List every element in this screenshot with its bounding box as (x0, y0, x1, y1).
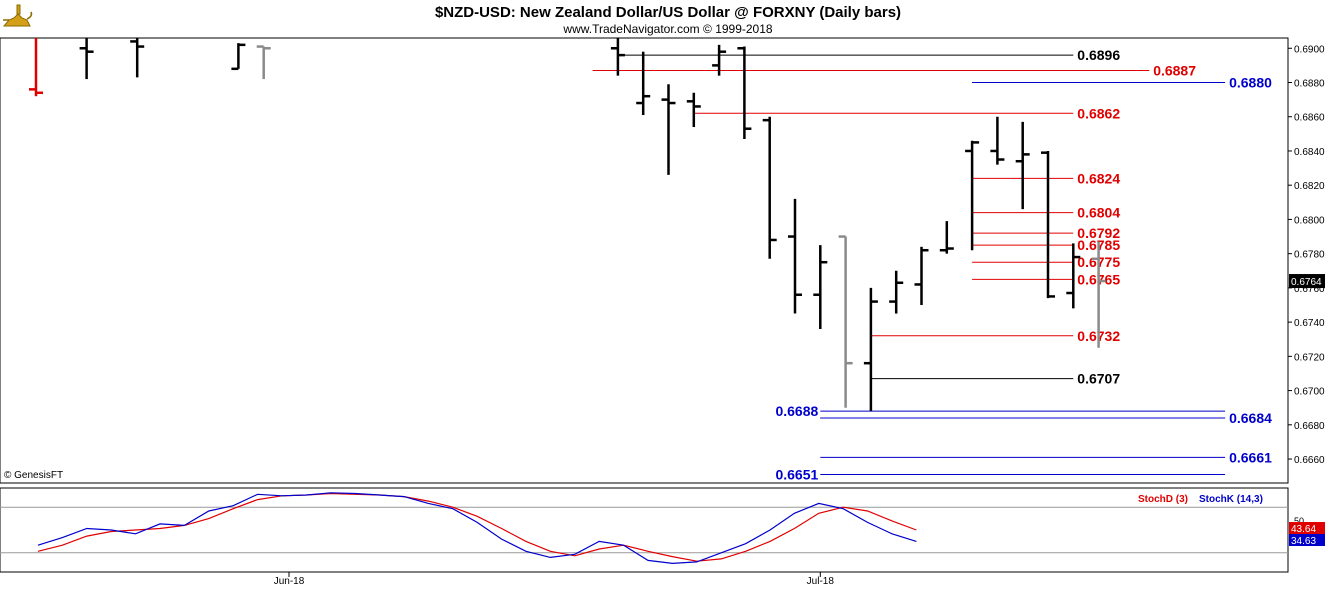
stoch-axis-label: 50 (1294, 516, 1304, 526)
price-tick-label: 0.6700 (1294, 387, 1325, 398)
stoch-panel (0, 487, 1289, 573)
ohlc-bar (965, 140, 980, 251)
ohlc-bar (661, 84, 676, 175)
price-levels: 0.6896 0.6887 0.6880 0.6862 0.6824 0.6804 0.67… (592, 47, 1272, 482)
ohlc-bar (686, 92, 701, 127)
ohlc-bar (863, 287, 878, 412)
stoch-k-line (37, 492, 917, 565)
level-label: 0.6688 (775, 403, 818, 419)
price-tick-label: 0.6880 (1294, 79, 1325, 90)
stoch-d-legend: StochD (3) (1138, 494, 1188, 505)
price-tick-label: 0.6740 (1294, 318, 1325, 329)
last-price-label: 0.6764 (1291, 277, 1322, 288)
ohlc-bar (762, 116, 777, 259)
ohlc-bar (130, 38, 145, 78)
chart-title: $NZD-USD: New Zealand Dollar/US Dollar @… (435, 4, 901, 21)
level-label: 0.6887 (1153, 63, 1196, 79)
level-label: 0.6804 (1077, 205, 1120, 221)
ohlc-bar (256, 45, 271, 80)
level-label: 0.6896 (1077, 47, 1120, 63)
time-tick-label: Jul-18 (807, 576, 835, 587)
ohlc-bar (610, 38, 625, 76)
level-label: 0.6651 (775, 466, 818, 482)
chart-subtitle: www.TradeNavigator.com © 1999-2018 (562, 22, 772, 36)
level-label: 0.6824 (1077, 170, 1120, 186)
ohlc-bar (914, 246, 929, 305)
price-tick-label: 0.6680 (1294, 421, 1325, 432)
price-tick-label: 0.6760 (1294, 284, 1325, 295)
ohlc-bar (1091, 241, 1106, 348)
ohlc-bar (813, 245, 828, 329)
price-tick-label: 0.6720 (1294, 352, 1325, 363)
ohlc-bar (712, 44, 727, 76)
ohlc-bar (636, 51, 651, 116)
ohlc-bar (1015, 121, 1030, 210)
level-label: 0.6880 (1229, 75, 1272, 91)
price-panel (0, 37, 1289, 484)
price-tick-label: 0.6660 (1294, 455, 1325, 466)
price-tick-label: 0.6840 (1294, 147, 1325, 158)
price-tick-label: 0.6780 (1294, 250, 1325, 261)
price-tick-label: 0.6860 (1294, 113, 1325, 124)
ohlc-bar (1066, 243, 1081, 309)
ohlc-bars (29, 38, 1106, 412)
price-tick-label: 0.6800 (1294, 215, 1325, 226)
ohlc-bar (29, 38, 43, 97)
level-label: 0.6862 (1077, 105, 1120, 121)
genie-lamp-icon (2, 4, 33, 27)
last-price-box (1289, 274, 1325, 289)
ohlc-bar (231, 43, 246, 71)
ohlc-bar (737, 46, 752, 139)
time-tick-label: Jun-18 (274, 576, 305, 587)
stoch-k-value: 34.63 (1291, 536, 1316, 547)
stoch-d-value-box (1289, 522, 1325, 534)
ohlc-bar (1041, 150, 1055, 299)
stoch-d-line (37, 492, 917, 562)
stoch-k-legend: StochK (14,3) (1199, 494, 1263, 505)
ohlc-bar (838, 235, 853, 408)
time-axis: Jun-18 Jul-18 (274, 572, 835, 587)
level-label: 0.6707 (1077, 371, 1120, 387)
price-axis: 0.6900 0.6880 0.6860 0.6840 0.6820 0.6800 0.67… (1288, 44, 1325, 466)
ohlc-bar (939, 221, 954, 254)
watermark: © GenesisFT (4, 470, 63, 481)
ohlc-bar (79, 38, 94, 80)
level-label: 0.6792 (1077, 225, 1120, 241)
ohlc-bar (990, 116, 1005, 165)
price-tick-label: 0.6820 (1294, 181, 1325, 192)
ohlc-bar (889, 270, 904, 314)
price-tick-label: 0.6900 (1294, 44, 1325, 55)
stoch-k-value-box (1289, 534, 1325, 546)
level-label: 0.6684 (1229, 410, 1272, 426)
stoch-d-value: 43.64 (1291, 524, 1316, 535)
level-label: 0.6661 (1229, 449, 1272, 465)
ohlc-bar (788, 198, 802, 314)
